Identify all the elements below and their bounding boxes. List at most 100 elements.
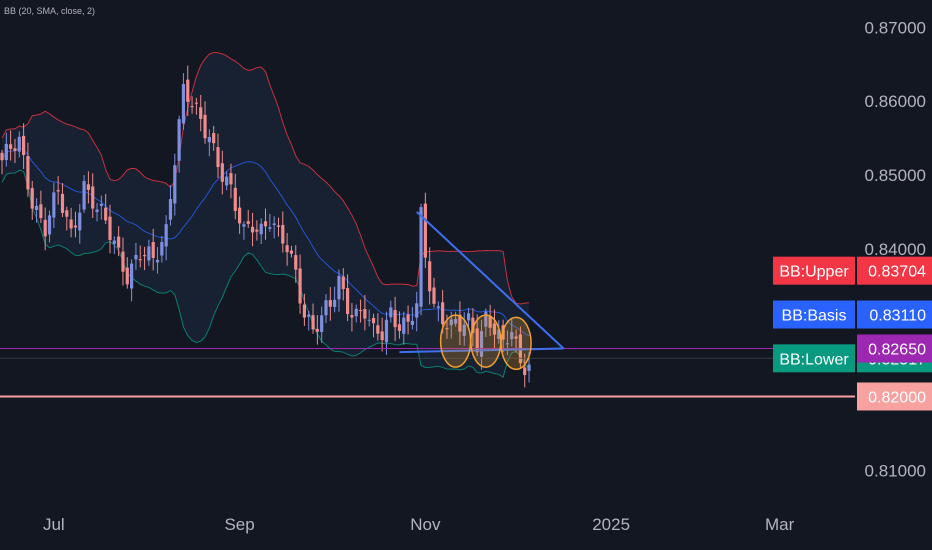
- candle-body: [510, 332, 514, 339]
- candle-body: [255, 229, 259, 232]
- candle-body: [298, 268, 302, 304]
- candle-body: [492, 323, 497, 335]
- candle-body: [358, 310, 363, 312]
- candle-body: [91, 186, 95, 209]
- candle-body: [121, 251, 125, 272]
- x-tick-label: Mar: [765, 515, 795, 534]
- candle-body: [39, 204, 43, 219]
- candle-body: [65, 210, 69, 217]
- candle-body: [47, 215, 52, 235]
- candle-body: [22, 135, 26, 155]
- candle-body: [441, 302, 445, 325]
- candle-body: [346, 288, 350, 315]
- series-name-box: [773, 256, 855, 285]
- candle-body: [242, 224, 246, 227]
- candle-body: [233, 187, 237, 211]
- candle-body: [173, 165, 177, 204]
- axes: 0.87000 0.86000 0.85000 0.84000 0.81000 Jul Se…: [43, 18, 926, 534]
- candle-body: [445, 328, 449, 330]
- upper-band-line: [1, 51, 530, 305]
- descending-trendline: [416, 211, 565, 350]
- candle-body: [78, 212, 82, 231]
- candle-body: [484, 311, 488, 327]
- lower-band-line: [1, 169, 530, 378]
- candle-body: [527, 364, 531, 371]
- candle-body: [423, 203, 427, 258]
- highlight-circle: [500, 316, 532, 371]
- candle-body: [268, 227, 272, 229]
- candle-body: [95, 209, 99, 213]
- candle-body: [190, 106, 194, 108]
- y-tick-label: 0.85000: [865, 166, 926, 185]
- candle-body: [324, 300, 328, 316]
- candle-body: [13, 148, 17, 151]
- candle-body: [449, 319, 453, 326]
- candle-body: [134, 254, 138, 260]
- series-name-label: BB:Upper: [779, 264, 849, 281]
- candle-body: [393, 310, 397, 328]
- candle-body: [471, 317, 475, 333]
- candle-body: [302, 304, 306, 318]
- candle-body: [371, 317, 376, 324]
- support-trendline: [399, 347, 564, 354]
- candle-body: [367, 319, 371, 321]
- price-tag-value: 0.83704: [868, 264, 926, 281]
- candle-body: [315, 328, 319, 332]
- candle-body: [514, 336, 518, 339]
- price-tag-box: [857, 334, 932, 363]
- candle-body: [276, 225, 281, 227]
- price-tag-value: 0.82650: [868, 341, 926, 358]
- candle-body: [307, 314, 311, 317]
- candle-body: [328, 300, 332, 307]
- candle-body: [164, 224, 168, 247]
- candle-body: [181, 83, 186, 124]
- candle-body: [294, 255, 298, 270]
- candle-body: [410, 320, 414, 325]
- candle-body: [272, 223, 276, 226]
- candle-body: [436, 306, 440, 308]
- candle-body: [428, 261, 432, 292]
- candles: [0, 65, 531, 388]
- candle-body: [389, 307, 393, 318]
- candle-body: [82, 181, 86, 210]
- candle-body: [194, 102, 198, 104]
- candle-body: [311, 315, 315, 330]
- candle-body: [142, 255, 147, 257]
- candle-body: [505, 343, 510, 345]
- candle-body: [246, 221, 250, 224]
- series-name-box: [773, 300, 855, 329]
- candle-body: [341, 276, 345, 289]
- series-name-box: [773, 344, 855, 373]
- candle-body: [26, 156, 30, 190]
- candle-body: [86, 184, 90, 190]
- candle-body: [56, 190, 60, 192]
- candle-body: [523, 367, 527, 376]
- candle-body: [9, 144, 13, 149]
- series-name-label: BB:Lower: [779, 351, 849, 368]
- indicator-label: BB (20, SMA, close, 2): [4, 6, 96, 16]
- candle-body: [117, 236, 121, 248]
- candle-body: [259, 223, 263, 235]
- candle-body: [333, 299, 337, 307]
- candle-body: [289, 250, 294, 254]
- candle-body: [186, 79, 190, 102]
- candle-body: [406, 314, 410, 322]
- candle-body: [0, 152, 4, 161]
- candle-body: [479, 331, 484, 357]
- candle-body: [138, 259, 142, 261]
- candle-body: [203, 114, 207, 139]
- candle-body: [160, 242, 164, 256]
- candle-body: [17, 136, 21, 152]
- series-name-label: BB:Basis: [782, 308, 847, 325]
- candle-body: [263, 221, 268, 227]
- y-tick-label: 0.84000: [865, 240, 926, 259]
- candle-body: [125, 267, 129, 285]
- x-tick-label: Nov: [410, 515, 441, 534]
- price-tag-value: 0.82000: [868, 389, 926, 406]
- x-tick-label: 2025: [592, 515, 630, 534]
- candle-body: [207, 137, 211, 143]
- candle-body: [108, 216, 112, 240]
- candle-body: [397, 324, 402, 331]
- candle-body: [130, 263, 134, 289]
